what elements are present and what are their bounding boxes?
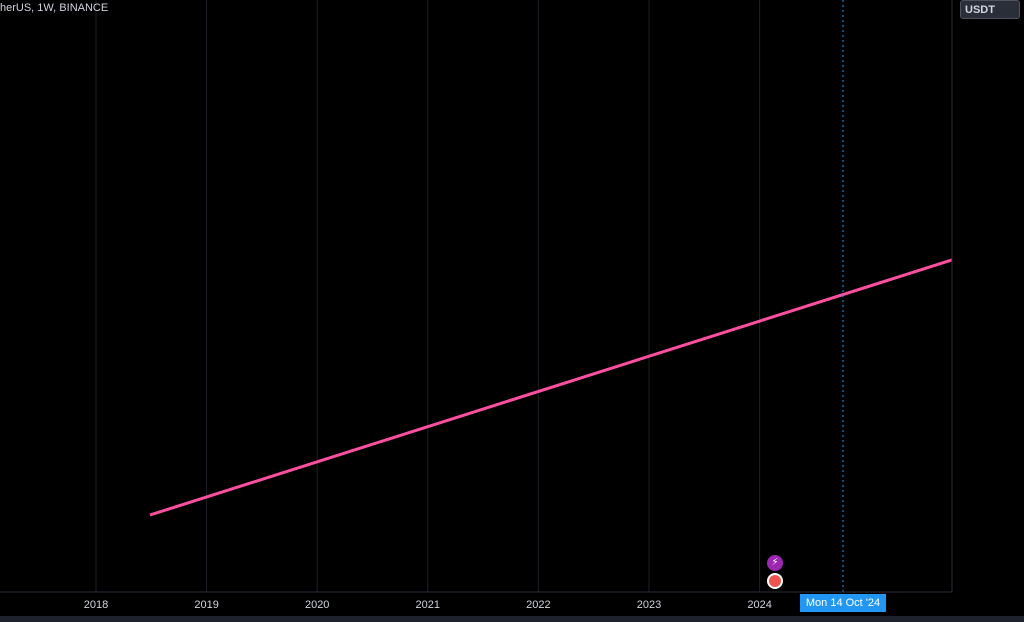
time-tick-label: 2022	[526, 599, 550, 611]
time-tick-label: 2020	[305, 599, 329, 611]
crosshair-date-label: Mon 14 Oct '24	[800, 594, 886, 612]
bottom-scroll-bar	[0, 616, 1024, 622]
time-tick-label: 2023	[637, 599, 661, 611]
lightning-icon[interactable]: ⚡	[767, 555, 783, 571]
time-tick-label: 2019	[194, 599, 218, 611]
time-tick-label: 2024	[747, 599, 771, 611]
channel-lines	[149, 235, 1024, 517]
chart-title: herUS, 1W, BINANCE	[0, 2, 109, 14]
price-axis: 900000.00600000.00460000.00340000.002400…	[951, 0, 1024, 622]
time-tick-label: 2018	[84, 599, 108, 611]
lower-channel-line	[149, 235, 1024, 517]
grid-lines	[95, 0, 761, 592]
currency-selector[interactable]: USDT	[960, 0, 1020, 19]
time-tick-label: 2021	[416, 599, 440, 611]
event-flag-icon[interactable]	[767, 573, 783, 589]
price-axis-bg	[952, 0, 1024, 622]
